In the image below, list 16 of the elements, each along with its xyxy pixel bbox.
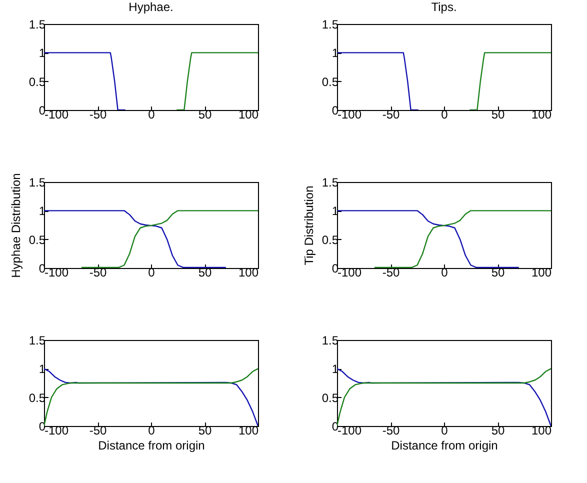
line-series bbox=[44, 210, 226, 268]
line-series bbox=[337, 368, 551, 426]
line-series bbox=[469, 52, 551, 110]
y-axis-title: Hyphae Distribution bbox=[8, 173, 23, 278]
line-series bbox=[337, 210, 520, 268]
line-series bbox=[44, 368, 258, 426]
line-series bbox=[80, 210, 258, 268]
line-series bbox=[176, 52, 258, 110]
line-series bbox=[374, 210, 551, 268]
x-axis-title: Distance from origin bbox=[391, 438, 498, 452]
y-axis-title: Tip Distribution bbox=[302, 186, 316, 266]
x-axis-title: Distance from origin bbox=[98, 438, 205, 452]
line-series bbox=[337, 52, 419, 110]
chart-title: Tips. bbox=[431, 0, 457, 14]
chart-title: Hyphae. bbox=[128, 0, 174, 14]
line-series bbox=[44, 52, 126, 110]
